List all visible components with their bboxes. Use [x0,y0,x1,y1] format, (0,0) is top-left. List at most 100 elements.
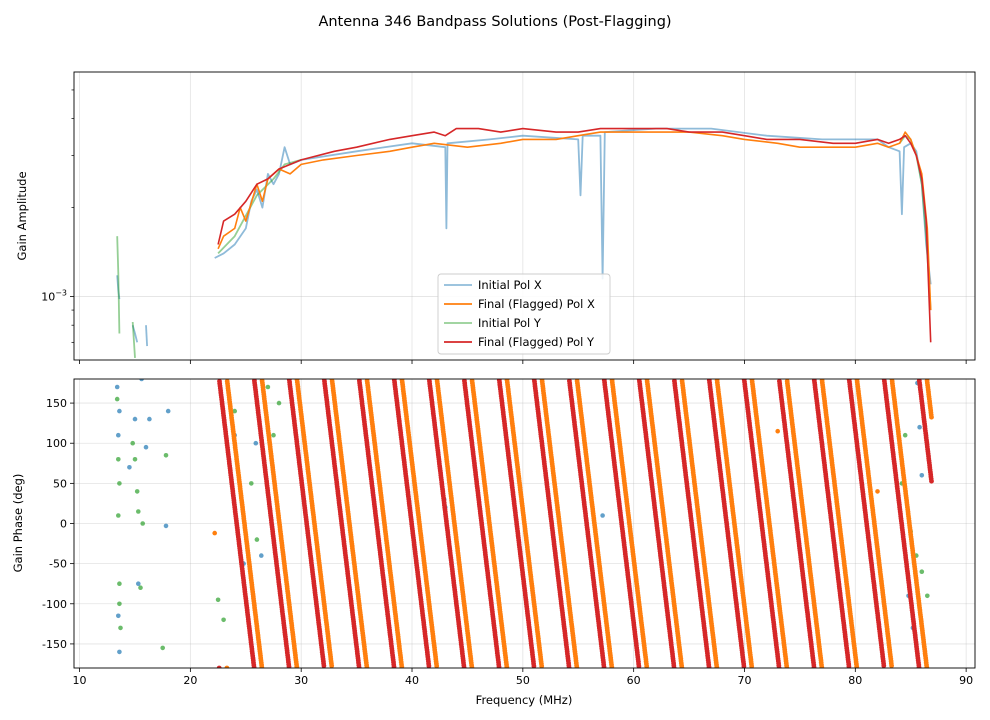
phase-point-initial-x [165,408,171,414]
phase-point-initial-y [130,440,135,446]
phase-point-final-x [469,665,475,668]
phase-point-final-x [329,663,335,668]
phase-point-initial-y [116,513,121,518]
phase-point-final-y [356,665,362,668]
legend-label-final-y: Final (Flagged) Pol Y [478,335,595,349]
phase-point-initial-y [249,481,254,486]
phase-point-initial-x [163,523,169,529]
legend-entry-final-y: Final (Flagged) Pol Y [444,335,595,349]
phase-point-initial-y [254,537,260,542]
phase-series [114,379,934,668]
phase-point-initial-x [143,444,149,450]
phase-point-initial-y [925,593,930,599]
legend: Initial Pol X Final (Flagged) Pol X Init… [437,273,611,355]
phase-point-initial-x [600,513,605,518]
phase-point-initial-y [114,396,120,402]
phase-point-initial-y [271,432,276,438]
phase-point-final-y [321,663,327,668]
phase-point-final-y [391,664,397,668]
phase-point-final-x [399,664,405,668]
phase-point-initial-x [117,649,122,655]
legend-entry-final-x: Final (Flagged) Pol X [444,297,595,311]
phase-point-final-y [251,664,257,668]
phase-point-initial-y [276,400,282,406]
amplitude-ticks: 10−3 [41,89,967,364]
phase-point-initial-y [132,457,138,462]
phase-point-initial-y [134,489,140,494]
phase-point-initial-y [265,384,271,390]
amplitude-line-initial-y [116,236,121,334]
phase-point-initial-x [919,473,925,478]
phase-point-initial-y [117,601,122,607]
phase-point-initial-y [117,581,122,586]
phase-point-initial-x [147,416,152,422]
phase-point-initial-x [116,432,121,438]
phase-points-final-y [216,379,934,668]
amplitude-axes-frame [73,71,976,361]
phase-point-final-x [819,664,825,668]
amplitude-line-initial-y [131,321,136,358]
phase-point-final-x [889,663,894,668]
phase-point-initial-x [259,553,264,558]
phase-point-final-x [259,664,265,668]
phase-point-final-x [714,664,720,668]
phase-point-initial-x [917,424,922,430]
phase-point-final-y [286,664,292,668]
phase-point-initial-x [253,440,259,446]
amplitude-panel: 10−3 Gain Amplitude Initial Pol X Final … [15,71,976,364]
phase-point-final-x [929,414,934,420]
phase-point-final-x [854,664,860,668]
amplitude-ytick-exponent: −3 [55,289,67,298]
phase-points-final-x [224,379,934,668]
phase-point-final-x [609,664,615,668]
phase-point-initial-y [163,453,169,458]
phase-point-final-x [504,664,510,668]
legend-label-initial-y: Initial Pol Y [478,316,542,330]
phase-point-initial-y [136,509,141,514]
phase-point-final-x [679,665,685,668]
amplitude-line-initial-x [145,325,148,347]
phase-point-final-x [644,663,650,668]
phase-point-initial-y [919,569,925,574]
phase-point-initial-x [116,613,121,619]
phase-point-final-x [434,663,440,668]
phase-point-initial-y [160,645,165,651]
figure-title: Antenna 346 Bandpass Solutions (Post-Fla… [318,14,671,30]
amplitude-line-final-y [217,127,932,343]
phase-point-final-x [574,665,580,668]
phase-point-final-x-extra [212,530,217,536]
amplitude-ylabel: Gain Amplitude [15,171,29,260]
legend-entry-initial-x: Initial Pol X [444,278,542,292]
phase-point-initial-y [116,457,121,462]
phase-point-initial-x [139,379,144,382]
phase-point-final-x-extra [875,489,880,494]
phase-point-initial-y [118,625,123,631]
phase-point-initial-x [127,465,132,470]
phase-point-initial-y [140,521,145,526]
amplitude-series [116,127,932,358]
legend-label-final-x: Final (Flagged) Pol X [478,297,595,311]
phase-point-final-x [784,665,790,668]
phase-point-final-x [749,663,755,668]
legend-entry-initial-y: Initial Pol Y [444,316,542,330]
phase-point-initial-x [132,416,138,422]
phase-point-final-x [364,665,370,668]
amplitude-line-final-x [217,131,932,311]
phase-point-initial-y [215,597,221,603]
legend-label-initial-x: Initial Pol X [478,278,542,292]
phase-point-initial-x [136,581,141,586]
amplitude-ytick-label: 10−3 [41,289,67,304]
phase-point-initial-x [117,408,122,414]
phase-point-final-x [294,664,300,668]
phase-point-initial-y [117,481,122,486]
phase-point-initial-y [221,617,226,623]
phase-point-final-x [924,664,930,668]
phase-point-final-x-extra [775,428,780,434]
legend-frame [437,273,611,355]
phase-point-initial-x [114,384,120,390]
amplitude-ytick-base: 10 [41,291,55,304]
phase-point-initial-y [902,432,908,438]
phase-point-initial-y [232,408,237,414]
phase-points-final-x-extra [212,428,880,536]
